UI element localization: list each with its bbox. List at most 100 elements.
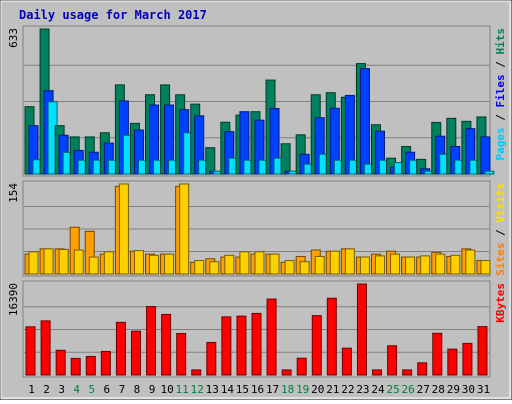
bar-kbytes-day-2 xyxy=(40,320,51,376)
x-tick-label: 20 xyxy=(311,383,324,396)
x-tick-label: 21 xyxy=(326,383,339,396)
bar-kbytes-day-24 xyxy=(372,369,383,376)
bar-kbytes-day-14 xyxy=(221,316,232,376)
x-tick-label: 31 xyxy=(477,383,490,396)
bar-kbytes-day-30 xyxy=(462,342,473,376)
bar-sites-day-5 xyxy=(88,256,99,275)
bar-kbytes-day-19 xyxy=(296,357,307,376)
legend-entry: Files xyxy=(494,74,507,107)
bar-kbytes-day-10 xyxy=(161,313,172,376)
x-tick-label: 9 xyxy=(149,383,156,396)
bar-kbytes-day-28 xyxy=(432,332,443,376)
panel-hits-files-pages: 633 Pages / Files / Hits xyxy=(7,25,507,177)
x-tick-label: 3 xyxy=(58,383,65,396)
bar-kbytes-day-23 xyxy=(356,283,367,376)
y-max-label: 16390 xyxy=(7,283,20,316)
bar-sites-day-22 xyxy=(344,248,355,275)
bar-kbytes-day-15 xyxy=(236,315,247,376)
legend-entry: Sites xyxy=(494,243,507,276)
x-tick-label: 5 xyxy=(88,383,95,396)
bar-kbytes-day-20 xyxy=(311,315,322,376)
bar-sites-day-1 xyxy=(28,251,39,275)
y-max-label: 154 xyxy=(7,183,20,203)
bar-sites-day-24 xyxy=(374,255,385,275)
bar-sites-day-15 xyxy=(239,251,250,275)
bar-sites-day-3 xyxy=(58,248,69,275)
bar-kbytes-day-16 xyxy=(251,312,262,376)
bar-sites-day-21 xyxy=(329,250,340,275)
legend-entry: / xyxy=(494,55,507,75)
bar-sites-day-23 xyxy=(359,256,370,275)
x-tick-label: 12 xyxy=(191,383,204,396)
bar-sites-day-4 xyxy=(73,249,84,275)
y-max-label: 633 xyxy=(7,28,20,48)
legend-entry: / xyxy=(494,108,507,128)
x-tick-label: 13 xyxy=(206,383,219,396)
bar-sites-day-31 xyxy=(480,260,491,275)
x-tick-label: 16 xyxy=(251,383,264,396)
x-tick-label: 27 xyxy=(417,383,430,396)
bar-sites-day-13 xyxy=(209,261,220,275)
bar-kbytes-day-12 xyxy=(191,369,202,376)
bar-sites-day-2 xyxy=(43,248,54,275)
bar-kbytes-day-13 xyxy=(206,341,217,376)
x-tick-label: 25 xyxy=(386,383,399,396)
bar-sites-day-25 xyxy=(390,253,401,275)
bar-sites-day-6 xyxy=(103,251,114,275)
bar-kbytes-day-26 xyxy=(402,369,413,376)
bar-kbytes-day-31 xyxy=(477,326,488,376)
bar-kbytes-day-4 xyxy=(70,357,81,376)
x-tick-label: 22 xyxy=(341,383,354,396)
bar-sites-day-26 xyxy=(405,256,416,275)
bar-sites-day-11 xyxy=(179,183,190,275)
x-tick-label: 15 xyxy=(236,383,249,396)
bar-sites-day-12 xyxy=(194,260,205,275)
series-legend: Pages / Files / Hits xyxy=(494,28,507,161)
x-tick-label: 8 xyxy=(134,383,141,396)
bar-kbytes-day-8 xyxy=(130,330,141,376)
bar-sites-day-8 xyxy=(133,250,144,275)
bar-kbytes-day-22 xyxy=(341,347,352,376)
x-tick-label: 7 xyxy=(119,383,126,396)
bar-sites-day-18 xyxy=(284,260,295,275)
x-tick-label: 11 xyxy=(176,383,189,396)
x-tick-label: 19 xyxy=(296,383,309,396)
x-tick-label: 18 xyxy=(281,383,294,396)
legend-entry: Pages xyxy=(494,127,507,160)
bar-sites-day-7 xyxy=(118,183,129,275)
legend-entry: KBytes xyxy=(494,283,507,323)
bar-sites-day-27 xyxy=(420,255,431,275)
chart-title: Daily usage for March 2017 xyxy=(19,8,207,22)
bar-hits-day-18 xyxy=(280,143,291,175)
bar-sites-day-17 xyxy=(269,253,280,275)
x-tick-label: 10 xyxy=(160,383,173,396)
bar-kbytes-day-3 xyxy=(55,349,66,376)
legend-entry: / xyxy=(494,223,507,243)
bar-sites-day-30 xyxy=(465,249,476,275)
bar-kbytes-day-6 xyxy=(100,350,111,376)
x-tick-label: 29 xyxy=(447,383,460,396)
bar-sites-day-10 xyxy=(164,253,175,275)
x-tick-label: 30 xyxy=(462,383,475,396)
bar-sites-day-19 xyxy=(299,261,310,275)
bar-sites-day-16 xyxy=(254,251,265,275)
bar-hits-day-13 xyxy=(205,147,216,175)
bar-kbytes-day-9 xyxy=(146,306,157,376)
bar-kbytes-day-25 xyxy=(387,345,398,376)
bar-kbytes-day-17 xyxy=(266,298,277,376)
x-tick-label: 6 xyxy=(104,383,111,396)
bar-kbytes-day-21 xyxy=(326,297,337,376)
x-tick-label: 28 xyxy=(432,383,445,396)
panel-visits-sites: 154 Sites / Visits xyxy=(7,180,507,277)
panel-kbytes: 16390 KBytes xyxy=(7,280,507,378)
x-tick-label: 23 xyxy=(356,383,369,396)
x-tick-label: 14 xyxy=(221,383,235,396)
bar-kbytes-day-1 xyxy=(25,326,36,376)
bar-files-day-23 xyxy=(359,68,370,175)
bar-sites-day-20 xyxy=(314,255,325,275)
bar-kbytes-day-11 xyxy=(176,333,187,376)
x-tick-label: 2 xyxy=(43,383,50,396)
bar-kbytes-day-27 xyxy=(417,362,428,376)
